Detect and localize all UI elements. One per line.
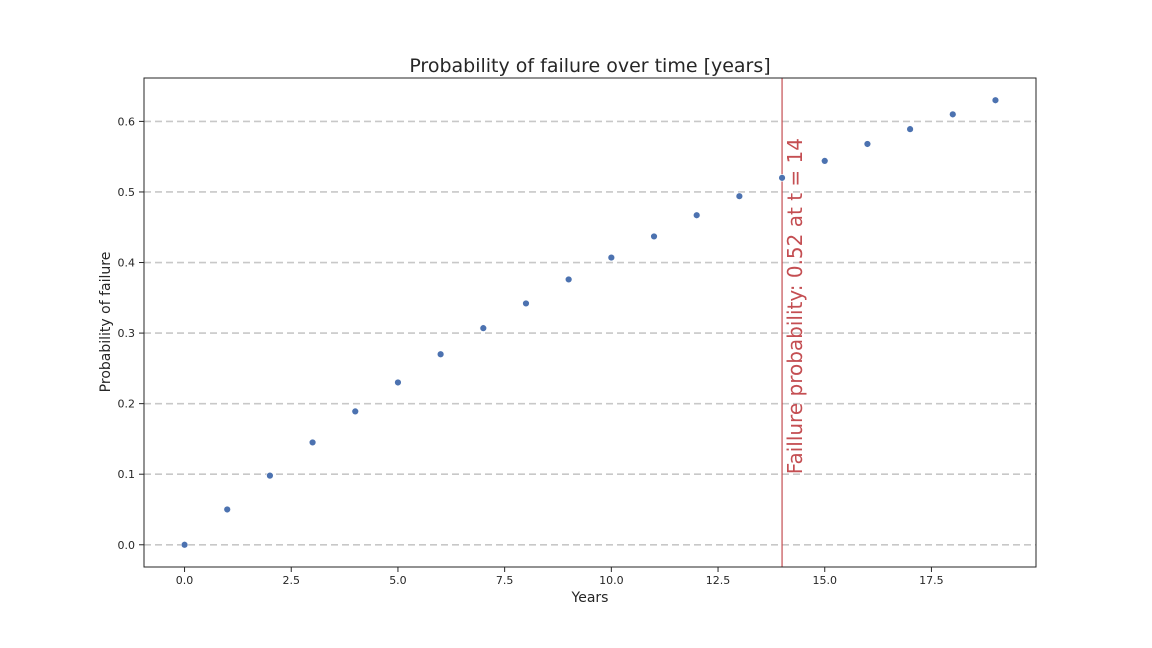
data-point [650,232,658,241]
gridlines [144,120,1036,546]
data-point [394,378,402,387]
data-point [308,438,317,447]
data-point [735,192,744,200]
data-point [436,350,445,358]
data-point [949,110,957,119]
x-tick-label: 12.5 [706,574,731,587]
y-tick-label: 0.3 [118,327,136,340]
chart-title: Probability of failure over time [years] [409,55,770,77]
x-tick-label: 7.5 [496,574,514,587]
y-tick-label: 0.6 [118,115,136,128]
x-tick-label: 15.0 [812,574,837,587]
x-tick-label: 5.0 [389,574,407,587]
data-point [906,125,914,133]
y-axis: 0.0 0.1 0.2 0.3 0.4 0.5 0.6 [118,115,144,552]
plot-frame [143,77,1037,568]
data-point [863,140,872,148]
data-point [607,253,616,262]
x-axis-label: Years [571,590,609,606]
data-point [223,505,231,514]
data-point [564,275,573,284]
data-point [479,324,488,332]
x-axis: 0.0 2.5 5.0 7.5 10.0 12.5 15.0 17.5 [176,567,944,587]
data-point [351,407,359,416]
data-point [991,96,1000,104]
data-point [522,299,530,308]
data-point [180,541,189,549]
plot-marks: Faillure probability: 0.52 at t = 14 [180,78,1000,567]
data-point [266,471,274,480]
threshold-annotation: Faillure probability: 0.52 at t = 14 [783,138,807,474]
y-tick-label: 0.2 [118,398,136,411]
data-point [821,157,829,165]
y-axis-label: Probability of failure [98,252,114,393]
x-tick-label: 10.0 [599,574,624,587]
x-tick-label: 0.0 [176,574,194,587]
y-tick-label: 0.5 [118,186,136,199]
x-tick-label: 2.5 [282,574,300,587]
y-tick-label: 0.1 [118,468,136,481]
y-tick-label: 0.4 [118,257,136,270]
y-tick-label: 0.0 [118,539,136,552]
data-point [778,174,786,182]
x-tick-label: 17.5 [919,574,944,587]
data-point [692,211,701,219]
